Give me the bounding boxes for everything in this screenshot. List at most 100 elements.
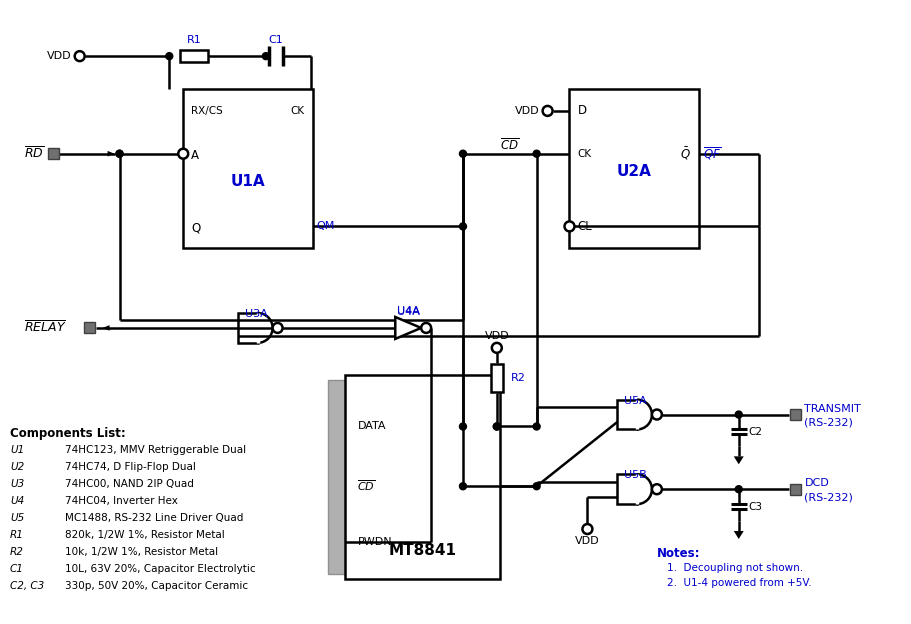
Bar bbox=[327, 379, 352, 574]
Circle shape bbox=[564, 222, 574, 232]
Text: $\overline{RELAY}$: $\overline{RELAY}$ bbox=[24, 320, 67, 336]
Text: U4: U4 bbox=[10, 496, 25, 506]
Text: CL: CL bbox=[577, 220, 591, 233]
Bar bbox=[617, 474, 636, 504]
Circle shape bbox=[459, 223, 466, 230]
Bar bbox=[345, 375, 499, 579]
Circle shape bbox=[459, 150, 466, 157]
Circle shape bbox=[734, 485, 742, 493]
Text: Components List:: Components List: bbox=[10, 427, 126, 441]
Text: (RS-232): (RS-232) bbox=[804, 417, 853, 427]
Circle shape bbox=[166, 52, 172, 60]
Text: U5A: U5A bbox=[623, 396, 646, 406]
Polygon shape bbox=[102, 325, 109, 331]
Circle shape bbox=[116, 150, 123, 157]
Circle shape bbox=[459, 423, 466, 430]
Text: R2: R2 bbox=[510, 373, 525, 383]
Text: D: D bbox=[577, 104, 586, 117]
Text: C1: C1 bbox=[10, 564, 24, 574]
Bar bbox=[789, 484, 800, 495]
Text: 10L, 63V 20%, Capacitor Electrolytic: 10L, 63V 20%, Capacitor Electrolytic bbox=[65, 564, 255, 574]
Text: 10k, 1/2W 1%, Resistor Metal: 10k, 1/2W 1%, Resistor Metal bbox=[65, 547, 218, 557]
Text: $\overline{CD}$: $\overline{CD}$ bbox=[499, 138, 519, 154]
Polygon shape bbox=[394, 317, 421, 339]
Polygon shape bbox=[107, 151, 115, 157]
Text: (RS-232): (RS-232) bbox=[804, 492, 853, 502]
Text: VDD: VDD bbox=[575, 536, 599, 546]
Text: C3: C3 bbox=[748, 502, 762, 512]
Text: C1: C1 bbox=[268, 35, 283, 45]
Circle shape bbox=[493, 423, 500, 430]
Text: R1: R1 bbox=[187, 35, 201, 45]
Text: C2, C3: C2, C3 bbox=[10, 581, 45, 591]
Text: DCD: DCD bbox=[804, 478, 828, 488]
Circle shape bbox=[262, 52, 269, 60]
Text: VDD: VDD bbox=[515, 106, 539, 116]
Circle shape bbox=[493, 423, 500, 430]
Text: U4A: U4A bbox=[396, 307, 419, 317]
Text: 74HC04, Inverter Hex: 74HC04, Inverter Hex bbox=[65, 496, 178, 506]
Text: U1A: U1A bbox=[230, 174, 265, 189]
Circle shape bbox=[116, 150, 123, 157]
Text: R1: R1 bbox=[10, 530, 24, 540]
Circle shape bbox=[533, 483, 539, 490]
Circle shape bbox=[533, 423, 539, 430]
Text: 74HC00, NAND 2IP Quad: 74HC00, NAND 2IP Quad bbox=[65, 479, 193, 489]
Text: DATA: DATA bbox=[357, 421, 385, 431]
Circle shape bbox=[651, 484, 661, 494]
Text: U5B: U5B bbox=[623, 470, 646, 480]
Text: U5: U5 bbox=[10, 513, 25, 523]
Bar bbox=[490, 364, 502, 392]
Circle shape bbox=[582, 524, 592, 534]
Text: R2: R2 bbox=[10, 547, 24, 557]
Text: QM: QM bbox=[316, 222, 334, 232]
Text: Q: Q bbox=[191, 222, 200, 235]
Text: U4A: U4A bbox=[396, 306, 419, 316]
Circle shape bbox=[75, 51, 85, 61]
Text: U2A: U2A bbox=[616, 164, 651, 179]
Text: 2.  U1-4 powered from +5V.: 2. U1-4 powered from +5V. bbox=[666, 578, 811, 588]
Bar bbox=[180, 50, 208, 62]
Circle shape bbox=[491, 343, 501, 353]
Text: TRANSMIT: TRANSMIT bbox=[804, 404, 860, 414]
Text: A: A bbox=[191, 149, 199, 162]
Text: 74HC74, D Flip-Flop Dual: 74HC74, D Flip-Flop Dual bbox=[65, 462, 196, 472]
Text: U2: U2 bbox=[10, 462, 25, 472]
Text: VDD: VDD bbox=[47, 51, 72, 61]
Text: $\overline{QF}$: $\overline{QF}$ bbox=[702, 145, 721, 162]
Text: 74HC123, MMV Retriggerable Dual: 74HC123, MMV Retriggerable Dual bbox=[65, 446, 246, 456]
Circle shape bbox=[272, 323, 282, 333]
Circle shape bbox=[651, 409, 661, 419]
Bar bbox=[238, 313, 258, 343]
Text: 1.  Decoupling not shown.: 1. Decoupling not shown. bbox=[666, 563, 803, 573]
Circle shape bbox=[542, 106, 552, 116]
Circle shape bbox=[459, 483, 466, 490]
Text: RX/CS: RX/CS bbox=[191, 106, 222, 116]
Bar bbox=[84, 323, 95, 333]
Text: $\bar{Q}$: $\bar{Q}$ bbox=[680, 145, 691, 162]
Text: U3A: U3A bbox=[244, 309, 267, 319]
Text: CK: CK bbox=[577, 149, 591, 158]
Bar bbox=[789, 409, 800, 420]
Text: U1: U1 bbox=[10, 446, 25, 456]
Text: 820k, 1/2W 1%, Resistor Metal: 820k, 1/2W 1%, Resistor Metal bbox=[65, 530, 224, 540]
Text: $\overline{RD}$: $\overline{RD}$ bbox=[24, 146, 45, 162]
Text: VDD: VDD bbox=[484, 331, 508, 341]
Bar bbox=[48, 149, 59, 159]
Text: $\overline{CD}$: $\overline{CD}$ bbox=[357, 479, 375, 494]
Text: PWDN: PWDN bbox=[357, 537, 392, 547]
Bar bbox=[568, 89, 698, 248]
Bar bbox=[183, 89, 312, 248]
Text: 330p, 50V 20%, Capacitor Ceramic: 330p, 50V 20%, Capacitor Ceramic bbox=[65, 581, 248, 591]
Circle shape bbox=[178, 149, 188, 158]
Text: MT8841: MT8841 bbox=[388, 544, 456, 558]
Circle shape bbox=[421, 323, 431, 333]
Text: CK: CK bbox=[291, 106, 304, 116]
Text: U3: U3 bbox=[10, 479, 25, 489]
Circle shape bbox=[734, 411, 742, 418]
Bar bbox=[617, 399, 636, 429]
Polygon shape bbox=[733, 531, 742, 539]
Circle shape bbox=[533, 150, 539, 157]
Text: MC1488, RS-232 Line Driver Quad: MC1488, RS-232 Line Driver Quad bbox=[65, 513, 243, 523]
Polygon shape bbox=[733, 456, 742, 464]
